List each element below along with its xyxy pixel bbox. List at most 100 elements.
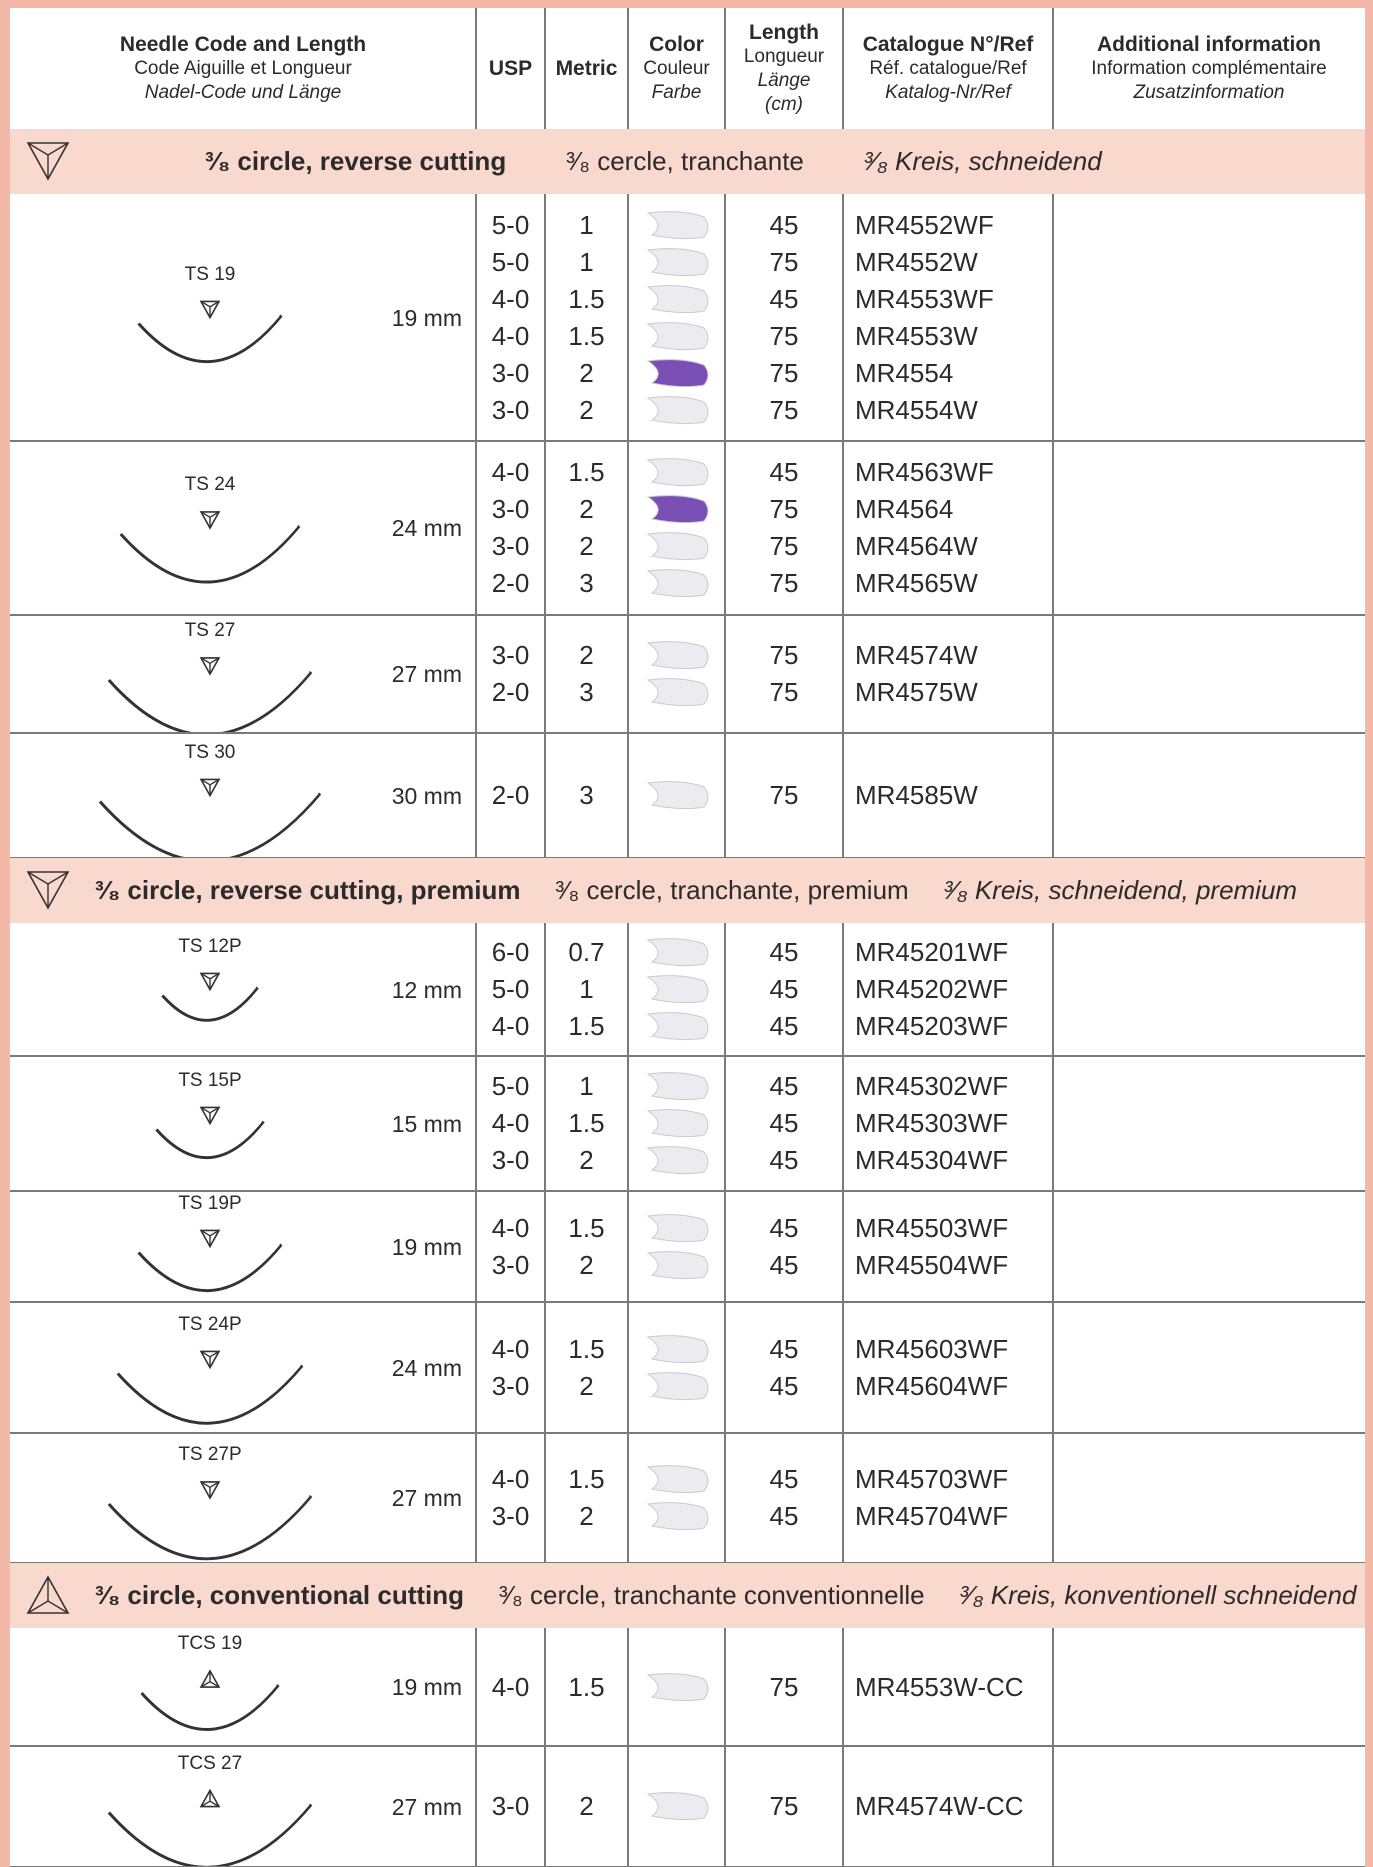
thread-length: 45 bbox=[769, 457, 799, 487]
thread-swatch bbox=[646, 247, 708, 276]
header-line: Needle Code and Length bbox=[119, 32, 367, 56]
needle-code: TS 15P bbox=[178, 1069, 242, 1091]
thread-length: 75 bbox=[769, 780, 799, 810]
column-divider bbox=[475, 1056, 477, 1191]
column-divider bbox=[475, 1433, 477, 1563]
thread-color bbox=[646, 975, 708, 1004]
usp: 6-0 bbox=[491, 937, 530, 967]
thread-swatch bbox=[646, 1792, 708, 1821]
column-divider bbox=[544, 1628, 546, 1746]
thread-swatch bbox=[646, 1250, 708, 1279]
catalogue-ref: MR4564W bbox=[855, 531, 978, 561]
needle bbox=[107, 1803, 313, 1867]
thread-swatch bbox=[646, 781, 708, 810]
column-divider bbox=[724, 194, 726, 441]
thread-swatch bbox=[646, 1109, 708, 1138]
thread-swatch bbox=[646, 641, 708, 670]
triangle-icon-edge bbox=[47, 142, 69, 156]
catalogue-ref: MR45503WF bbox=[855, 1212, 1009, 1243]
header-line: Color bbox=[649, 32, 704, 56]
metric: 1 bbox=[579, 209, 594, 240]
usp: 5-0 bbox=[491, 209, 530, 240]
header-line: Nadel-Code und Länge bbox=[144, 81, 342, 103]
triangle-icon bbox=[199, 1481, 221, 1500]
thread-length: 45 bbox=[769, 1249, 799, 1280]
usp: 3-0 bbox=[491, 1501, 530, 1531]
column-divider bbox=[842, 1302, 844, 1433]
header-cell: USP bbox=[476, 8, 545, 129]
usp: 3-0 bbox=[491, 1791, 530, 1821]
triangle-icon bbox=[199, 972, 221, 992]
needle-code: TS 24P bbox=[178, 1313, 242, 1335]
column-divider bbox=[842, 733, 844, 858]
column-divider bbox=[724, 733, 726, 858]
catalogue-ref: MR45703WF bbox=[855, 1464, 1009, 1494]
triangle-icon-edge bbox=[209, 1350, 220, 1358]
column-divider bbox=[724, 615, 726, 733]
column-divider bbox=[475, 923, 477, 1056]
header-cell: Catalogue N°/Ref Réf. catalogue/Ref Katalo… bbox=[843, 8, 1053, 129]
column-divider bbox=[544, 8, 546, 129]
needle bbox=[137, 1243, 283, 1292]
column-divider bbox=[842, 441, 844, 615]
thread-color bbox=[646, 1334, 708, 1363]
column-divider bbox=[627, 733, 629, 858]
triangle-icon-edge bbox=[209, 300, 220, 308]
thread-color bbox=[646, 532, 708, 561]
thread-swatch bbox=[646, 321, 708, 350]
thread-color bbox=[646, 1371, 708, 1400]
metric: 3 bbox=[579, 677, 594, 707]
needle-length: 15 mm bbox=[391, 1110, 462, 1137]
row-divider bbox=[10, 1301, 1365, 1303]
column-divider bbox=[627, 1056, 629, 1191]
thread-color bbox=[646, 321, 708, 350]
header-line: Farbe bbox=[651, 81, 702, 103]
thread-length: 45 bbox=[769, 209, 799, 240]
thread-length: 45 bbox=[769, 1108, 799, 1138]
usp: 3-0 bbox=[491, 394, 530, 425]
column-divider bbox=[475, 8, 477, 129]
column-divider bbox=[842, 194, 844, 441]
row-divider bbox=[10, 1190, 1365, 1192]
usp: 4-0 bbox=[491, 1333, 530, 1364]
triangle-icon-edge bbox=[209, 1681, 220, 1688]
triangle-icon-edge bbox=[47, 871, 69, 885]
usp: 4-0 bbox=[491, 1011, 530, 1041]
usp: 2-0 bbox=[491, 568, 530, 598]
column-divider bbox=[475, 1302, 477, 1433]
header-line: Katalog-Nr/Ref bbox=[885, 81, 1011, 103]
thread-color bbox=[646, 1146, 708, 1175]
triangle-icon-edge bbox=[47, 1600, 69, 1614]
needle-drawing bbox=[137, 300, 283, 363]
thread-length: 75 bbox=[769, 320, 799, 351]
usp: 4-0 bbox=[491, 1464, 530, 1494]
triangle-icon bbox=[199, 511, 221, 530]
usp: 5-0 bbox=[491, 246, 530, 277]
triangle-icon bbox=[199, 657, 221, 676]
thread-color bbox=[646, 569, 708, 598]
column-divider bbox=[842, 1433, 844, 1563]
catalogue-ref: MR4553W-CC bbox=[855, 1671, 1024, 1702]
catalogue-ref: MR4552W bbox=[855, 246, 978, 277]
metric: 1 bbox=[579, 1071, 594, 1101]
needle-code: TS 30 bbox=[184, 741, 236, 763]
column-divider bbox=[724, 441, 726, 615]
thread-swatch bbox=[646, 210, 708, 239]
metric: 1.5 bbox=[568, 320, 605, 351]
header-cell: Additional information Information complé… bbox=[1053, 8, 1365, 129]
needle-highlight bbox=[102, 793, 319, 858]
catalogue-ref: MR4565W bbox=[855, 568, 978, 598]
header-line: Code Aiguille et Longueur bbox=[134, 57, 352, 79]
column-divider bbox=[544, 194, 546, 441]
title-de: ³⁄₈ Kreis, konventionell schneidend bbox=[959, 1580, 1357, 1610]
usp: 4-0 bbox=[491, 457, 530, 487]
column-divider bbox=[724, 8, 726, 129]
thread-swatch bbox=[646, 1465, 708, 1494]
header-line: Information complémentaire bbox=[1091, 57, 1327, 79]
column-divider bbox=[842, 1056, 844, 1191]
usp: 2-0 bbox=[491, 677, 530, 707]
triangle-icon bbox=[26, 871, 70, 910]
usp: 2-0 bbox=[491, 780, 530, 810]
title-de: ³⁄₈ Kreis, schneidend, premium bbox=[943, 875, 1298, 905]
